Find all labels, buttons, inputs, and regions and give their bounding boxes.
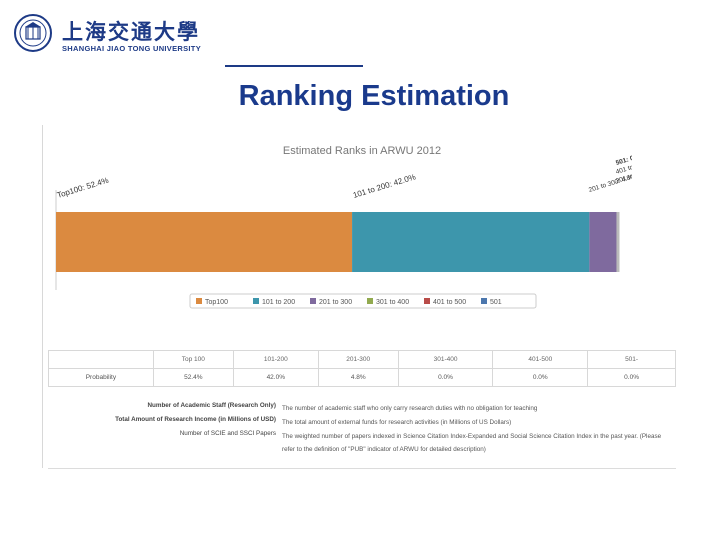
legend-label[interactable]: 301 to 400	[376, 299, 409, 306]
legend-swatch	[367, 298, 373, 304]
university-name-chinese: 上海交通大學	[62, 19, 200, 44]
bottom-divider	[48, 468, 676, 469]
legend-swatch	[481, 298, 487, 304]
title-rule	[225, 65, 363, 67]
page-title: Ranking Estimation	[238, 80, 510, 112]
legend-swatch	[424, 298, 430, 304]
bar-group	[55, 190, 620, 290]
table-cell: 42.0%	[232, 368, 319, 387]
data-label-group: Top100: 52.4% 101 to 200: 42.0% 201 to 300…	[56, 151, 632, 199]
legend-label[interactable]: Top100	[205, 299, 228, 306]
column-header: 201-300	[317, 350, 399, 369]
column-header: 301-400	[397, 350, 494, 369]
table-cell: 4.8%	[317, 368, 399, 387]
legend-label[interactable]: 201 to 300	[319, 299, 352, 306]
table-cell: 0.0%	[492, 368, 589, 387]
university-seal-icon	[14, 14, 52, 52]
legend-swatch	[310, 298, 316, 304]
data-label: 101 to 200: 42.0%	[352, 172, 417, 200]
bar-segment-101-to-200	[352, 212, 590, 272]
bar-end-shadow	[616, 212, 620, 272]
column-header: 101-200	[232, 350, 319, 369]
frame-divider	[42, 125, 43, 468]
definition-term: Number of SCIE and SSCI Papers	[179, 430, 276, 437]
legend-label[interactable]: 501	[490, 299, 502, 306]
legend-swatch	[196, 298, 202, 304]
table-cell: 0.0%	[587, 368, 676, 387]
column-header: Top 100	[152, 350, 234, 369]
definition-term: Number of Academic Staff (Research Only)	[147, 402, 276, 409]
legend: Top100 101 to 200 201 to 300 301 to 400 401 …	[189, 293, 537, 309]
definition-term: Total Amount of Research Income (in Mill…	[115, 416, 276, 423]
legend-label[interactable]: 101 to 200	[262, 299, 295, 306]
legend-swatch	[253, 298, 259, 304]
stacked-bar-chart: Estimated Ranks in ARWU 2012 Top100: 52.…	[55, 145, 632, 309]
university-name-english: SHANGHAI JIAO TONG UNIVERSITY	[62, 44, 201, 53]
row-label: Probability	[48, 368, 154, 387]
legend-box	[189, 293, 537, 309]
bar-segment-top100	[56, 212, 353, 272]
data-label: Top100: 52.4%	[56, 176, 110, 200]
table-cell: 0.0%	[397, 368, 494, 387]
definition-description: The number of academic staff who only ca…	[282, 405, 538, 412]
legend-label[interactable]: 401 to 500	[433, 299, 466, 306]
bar-segment-201-to-300	[589, 212, 617, 272]
table-header-row: Top 100 101-200 201-300 301-400 401-500 501-	[48, 350, 676, 369]
probability-table: Top 100 101-200 201-300 301-400 401-500 501- …	[48, 350, 676, 468]
table-cell: 52.4%	[152, 368, 234, 387]
definition-description: The total amount of external funds for r…	[282, 419, 512, 426]
column-header	[48, 350, 154, 369]
table-row: Probability 52.4% 42.0% 4.8% 0.0% 0.0% 0.0%	[48, 368, 676, 387]
column-header: 401-500	[492, 350, 589, 369]
definition-description: The weighted number of papers indexed in…	[282, 433, 662, 453]
chart-title: Estimated Ranks in ARWU 2012	[283, 145, 441, 157]
column-header: 501-	[587, 350, 676, 369]
